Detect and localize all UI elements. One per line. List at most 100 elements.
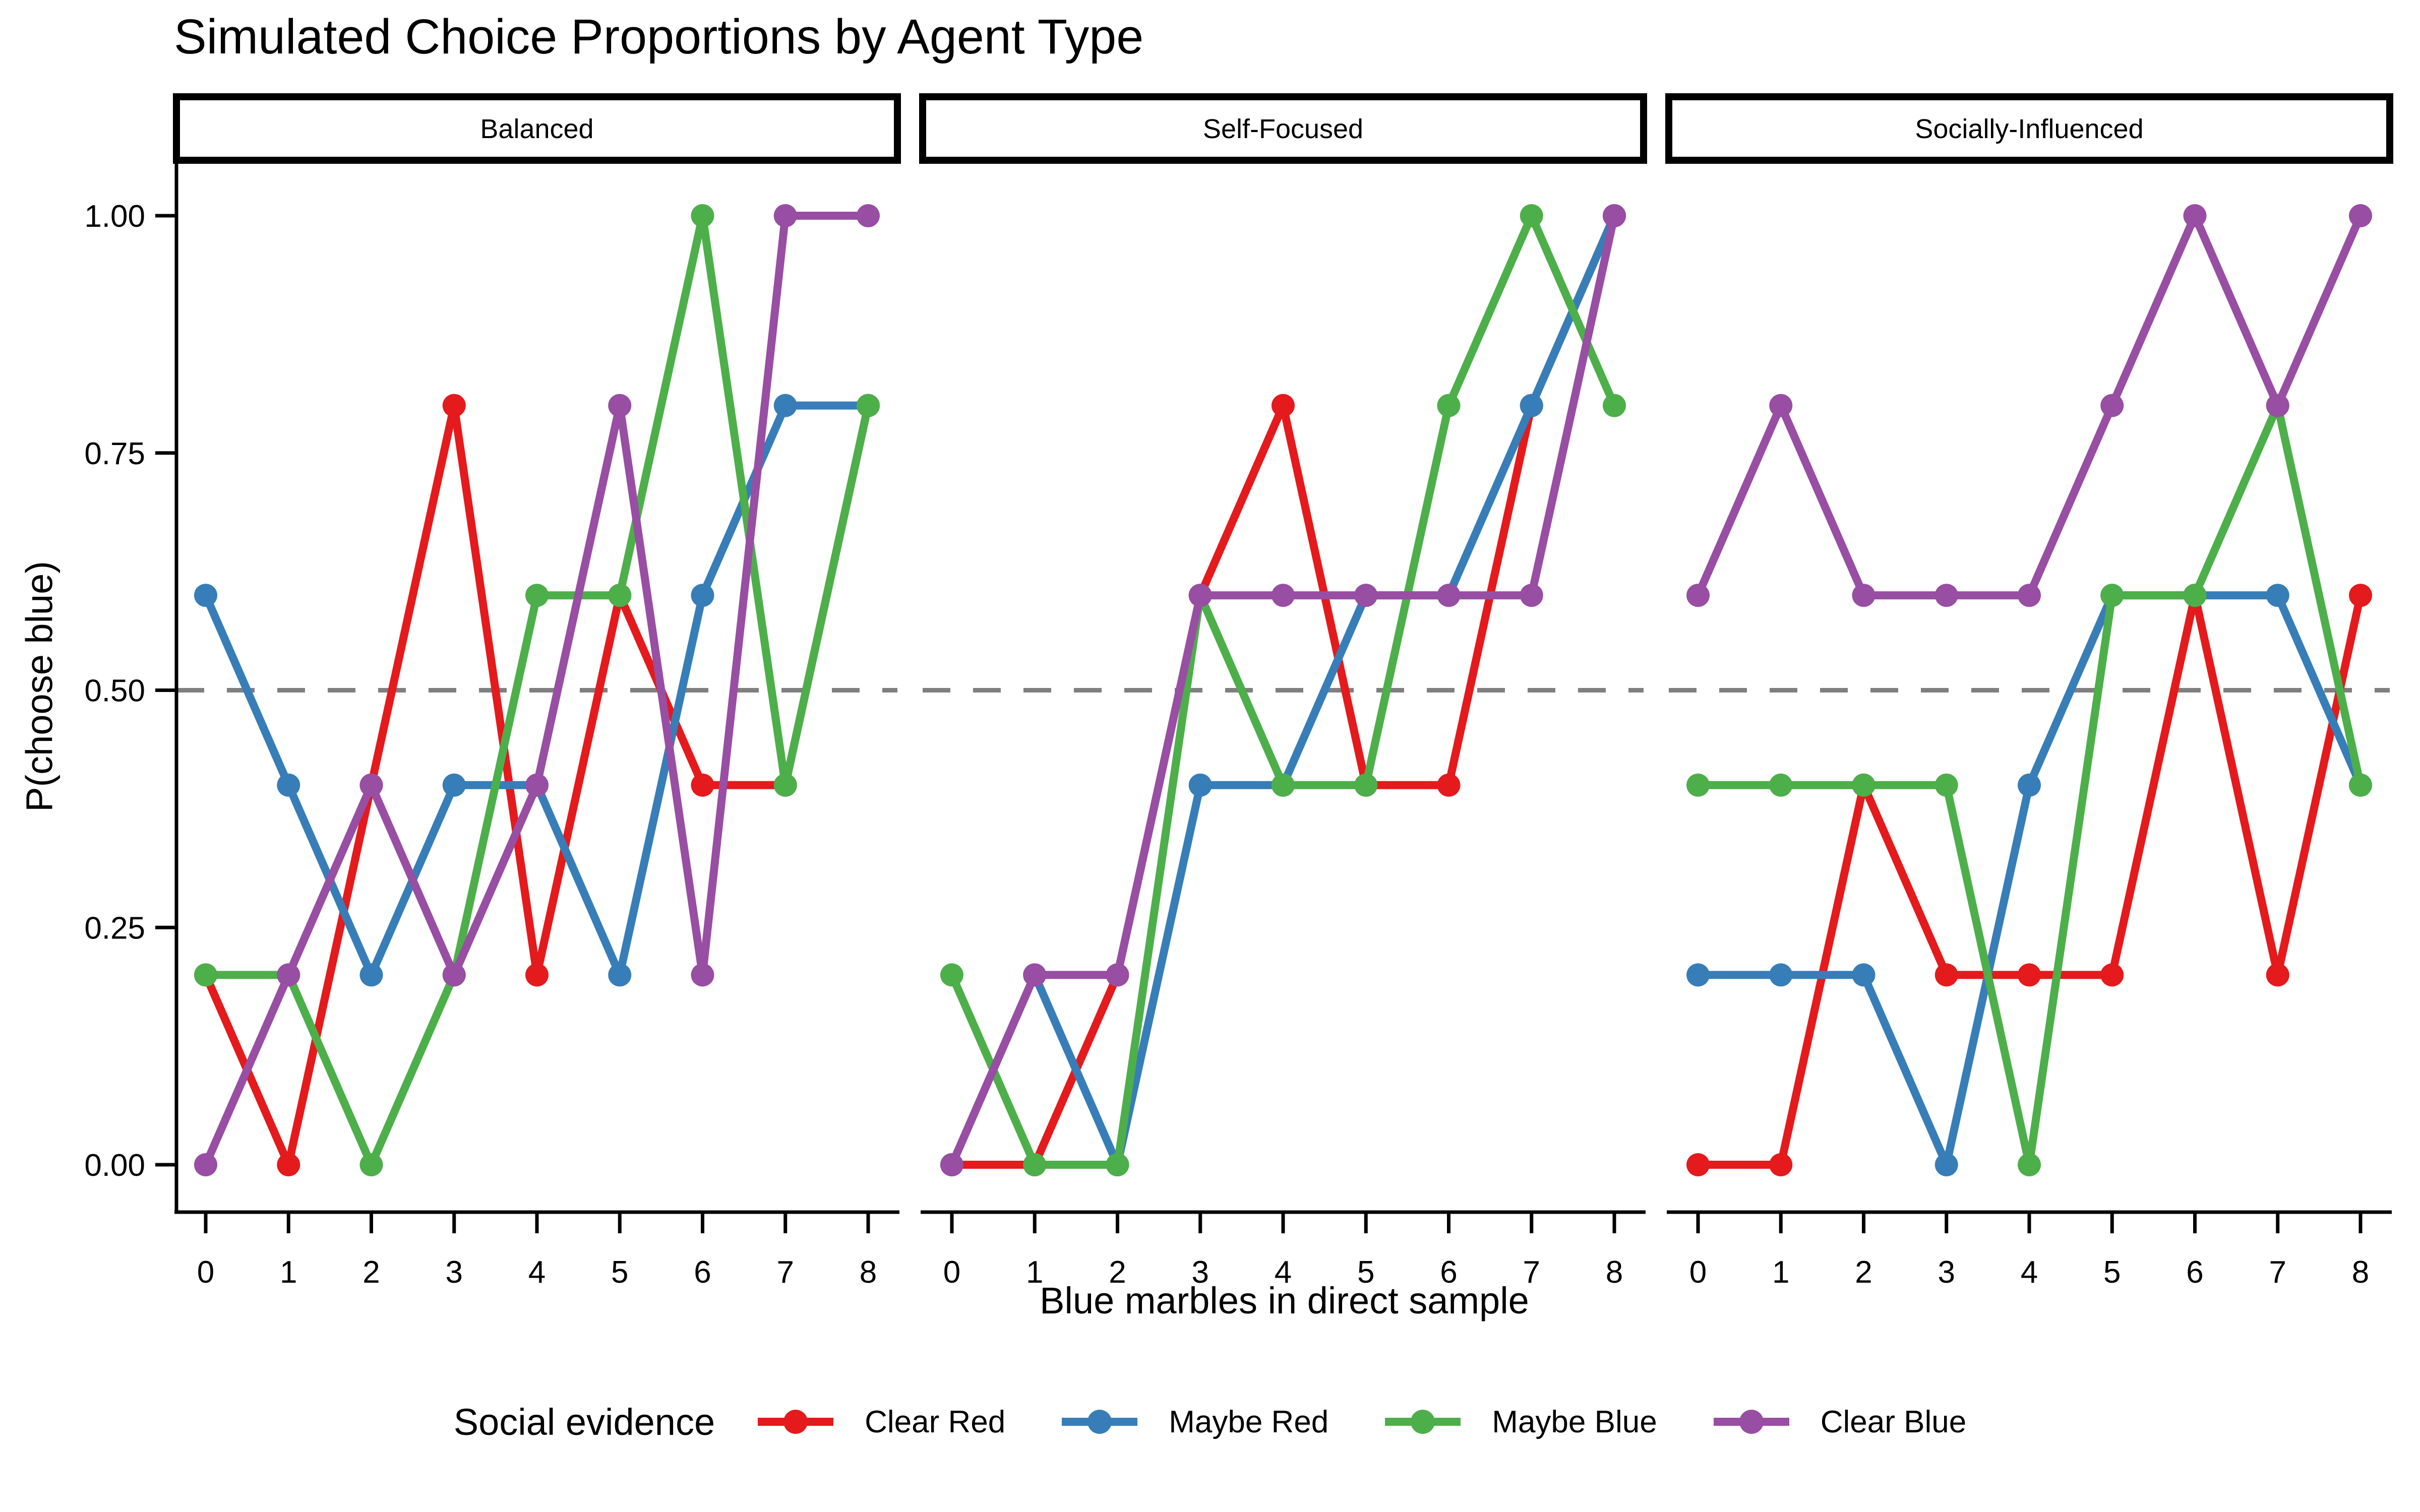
facet-strip	[919, 93, 1647, 164]
x-tick-label: 1	[1772, 1255, 1789, 1290]
legend: Social evidence Clear Red Maybe Red Maybe …	[0, 1399, 2420, 1445]
data-point-clear-blue	[1437, 584, 1461, 607]
x-tick-label: 4	[528, 1255, 546, 1290]
x-tick-label: 5	[2103, 1255, 2121, 1290]
y-tick-label: 0.25	[84, 911, 145, 946]
y-axis-title: P(choose blue)	[18, 561, 60, 812]
facet-strip-label: Self-Focused	[1203, 114, 1363, 144]
legend-key-dot	[1087, 1410, 1112, 1434]
facet-strip	[1665, 93, 2393, 164]
x-tick-label: 2	[1109, 1255, 1126, 1290]
legend-key-line-dot-icon	[758, 1410, 834, 1434]
x-tick-label: 4	[1275, 1255, 1292, 1290]
data-point-maybe-red	[359, 963, 383, 987]
x-tick-label: 2	[362, 1255, 380, 1290]
data-point-maybe-blue	[2349, 773, 2372, 797]
data-point-maybe-red	[1686, 963, 1710, 987]
data-point-clear-red	[2266, 963, 2289, 987]
legend-key-dot	[1411, 1410, 1435, 1434]
x-axis-title: Blue marbles in direct sample	[1040, 1280, 1529, 1321]
data-point-maybe-blue	[1354, 773, 1378, 797]
x-tick-label: 3	[1938, 1255, 1955, 1290]
x-tick-label: 7	[1523, 1255, 1540, 1290]
data-point-maybe-blue	[691, 204, 714, 227]
facet-strip-label: Balanced	[480, 114, 593, 144]
data-point-maybe-blue	[1437, 394, 1461, 417]
data-point-maybe-red	[1188, 773, 1212, 797]
chart-title: Simulated Choice Proportions by Agent Ty…	[174, 9, 1144, 64]
legend-title: Social evidence	[453, 1401, 715, 1443]
data-point-clear-blue	[359, 773, 383, 797]
x-tick-label: 7	[777, 1255, 794, 1290]
data-point-maybe-red	[608, 963, 632, 987]
data-point-clear-blue	[2183, 204, 2207, 227]
y-tick-label: 0.00	[84, 1148, 145, 1183]
x-tick-label: 6	[1440, 1255, 1457, 1290]
data-point-clear-red	[1769, 1153, 1793, 1176]
data-point-maybe-blue	[773, 773, 797, 797]
data-point-maybe-blue	[2018, 1153, 2041, 1176]
data-point-clear-blue	[1603, 204, 1626, 227]
y-tick-label: 0.50	[84, 674, 145, 709]
data-point-maybe-red	[2018, 773, 2041, 797]
data-point-maybe-blue	[2100, 584, 2124, 607]
data-point-clear-blue	[1852, 584, 1876, 607]
data-point-clear-blue	[2349, 204, 2372, 227]
data-point-clear-blue	[1520, 584, 1543, 607]
data-point-maybe-blue	[940, 963, 963, 987]
data-point-maybe-blue	[1106, 1153, 1129, 1176]
data-point-maybe-blue	[194, 963, 217, 987]
data-point-clear-blue	[2018, 584, 2041, 607]
data-point-maybe-blue	[1520, 204, 1543, 227]
data-point-maybe-blue	[1852, 773, 1876, 797]
data-point-clear-blue	[691, 963, 714, 987]
data-point-maybe-blue	[1769, 773, 1793, 797]
legend-key-line-dot-icon	[1385, 1410, 1461, 1434]
data-point-maybe-blue	[1934, 773, 1958, 797]
legend-entry-label: Clear Red	[865, 1404, 1006, 1439]
data-point-clear-red	[1437, 773, 1461, 797]
legend-key-line-dot-icon	[1062, 1410, 1138, 1434]
x-tick-label: 8	[860, 1255, 877, 1290]
data-point-clear-blue	[194, 1153, 217, 1176]
data-point-maybe-red	[1852, 963, 1876, 987]
data-point-clear-blue	[608, 394, 632, 417]
data-point-maybe-blue	[857, 394, 880, 417]
x-tick-label: 5	[1357, 1255, 1374, 1290]
legend-key-dot	[783, 1410, 808, 1434]
data-point-clear-red	[1272, 394, 1295, 417]
data-point-maybe-red	[194, 584, 217, 607]
data-point-maybe-red	[442, 773, 466, 797]
data-point-clear-blue	[1023, 963, 1047, 987]
data-point-clear-blue	[1769, 394, 1793, 417]
x-tick-label: 6	[694, 1255, 711, 1290]
data-point-maybe-blue	[2183, 584, 2207, 607]
data-point-clear-red	[1934, 963, 1958, 987]
y-tick-label: 0.75	[84, 436, 145, 471]
legend-entry-clear-blue: Clear Blue	[1713, 1399, 1966, 1445]
x-tick-label: 1	[280, 1255, 297, 1290]
x-tick-label: 5	[611, 1255, 628, 1290]
data-point-clear-blue	[1354, 584, 1378, 607]
data-point-clear-blue	[1934, 584, 1958, 607]
y-tick-label: 1.00	[84, 199, 145, 234]
data-point-maybe-red	[277, 773, 300, 797]
legend-key-line-dot-icon	[1713, 1410, 1789, 1434]
x-tick-label: 0	[943, 1255, 960, 1290]
data-point-clear-red	[277, 1153, 300, 1176]
x-tick-label: 2	[1855, 1255, 1872, 1290]
data-point-clear-blue	[525, 773, 549, 797]
x-tick-label: 1	[1026, 1255, 1043, 1290]
data-point-clear-red	[525, 963, 549, 987]
x-tick-label: 3	[446, 1255, 463, 1290]
data-point-maybe-red	[1769, 963, 1793, 987]
series-line-clear-red	[1694, 591, 2365, 1169]
facet-strip-label: Socially-Influenced	[1915, 114, 2143, 144]
data-point-maybe-blue	[1023, 1153, 1047, 1176]
data-point-clear-blue	[1188, 584, 1212, 607]
x-tick-label: 3	[1192, 1255, 1209, 1290]
legend-entry-maybe-red: Maybe Red	[1062, 1399, 1328, 1445]
data-point-clear-blue	[940, 1153, 963, 1176]
data-point-clear-blue	[2100, 394, 2124, 417]
data-point-maybe-blue	[359, 1153, 383, 1176]
